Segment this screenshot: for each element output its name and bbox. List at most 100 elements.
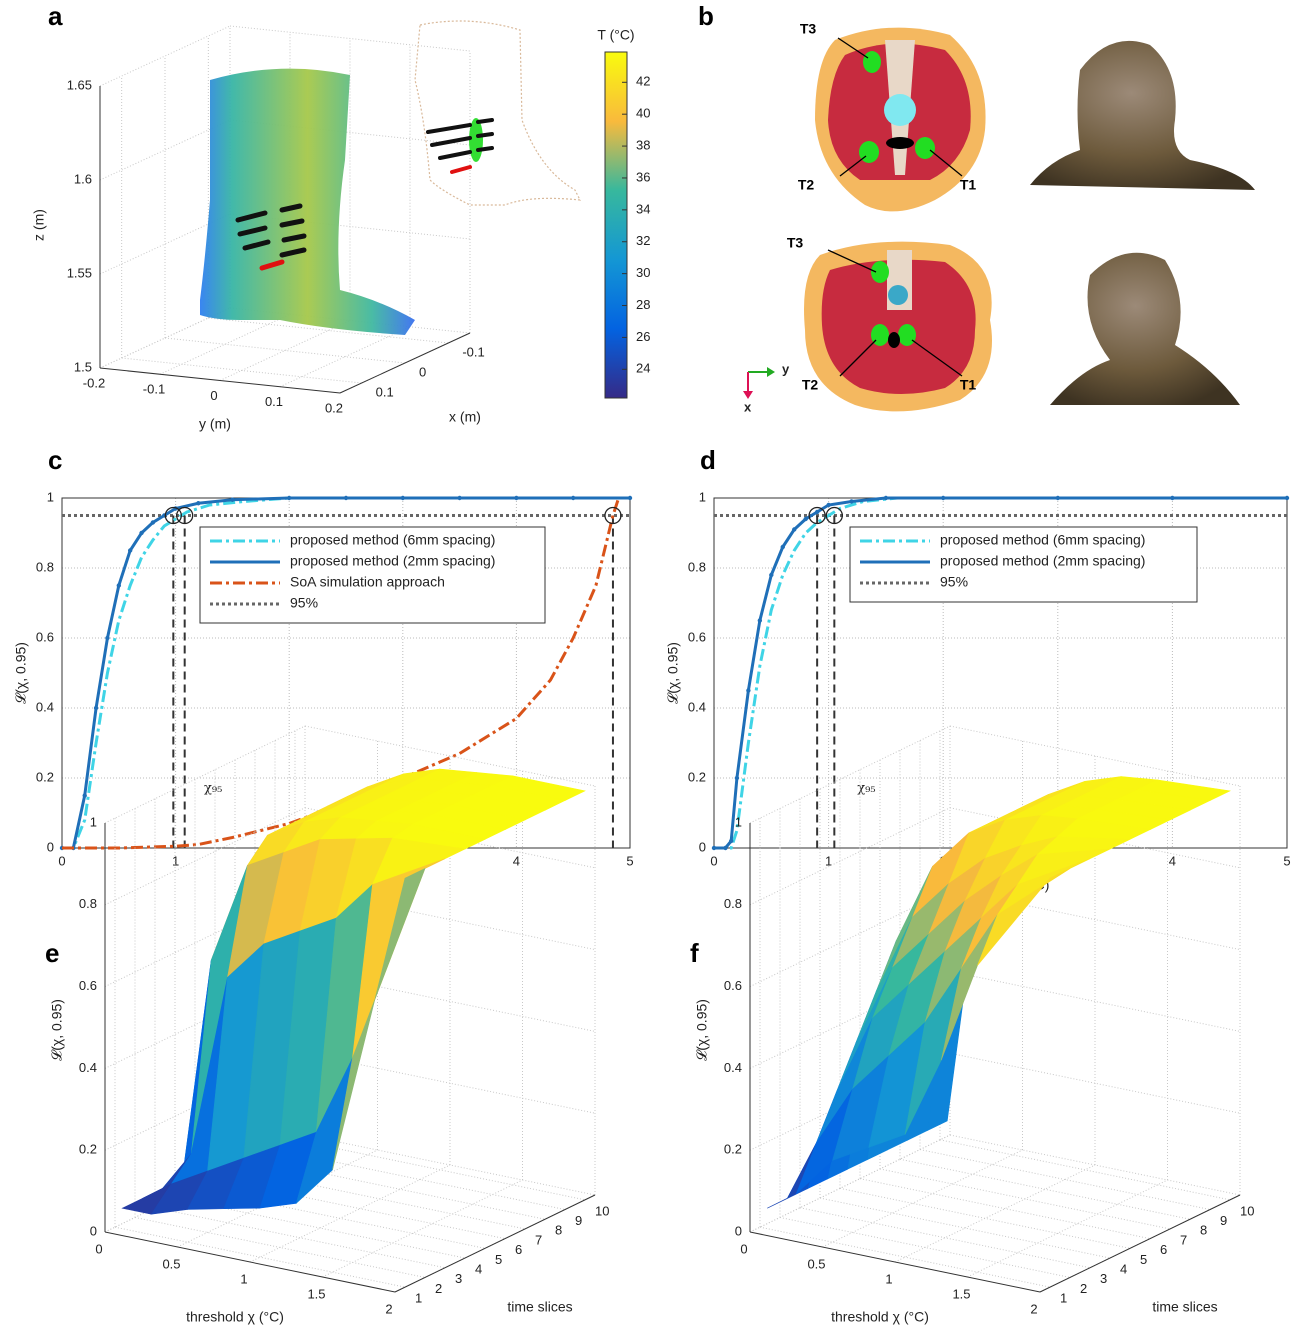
- y-axis-label: time slices: [1152, 1299, 1217, 1315]
- z-tick-label: 0.6: [724, 978, 742, 993]
- y-tick-label: 0.4: [688, 699, 706, 714]
- z-tick-label: 1.6: [74, 171, 92, 186]
- colorbar-tick-label: 34: [636, 201, 650, 216]
- y-tick-label: 0.2: [36, 769, 54, 784]
- panel-letter: f: [690, 938, 699, 968]
- series-marker: [83, 793, 87, 797]
- series-marker: [1056, 496, 1060, 500]
- x-tick-label: 4: [1169, 853, 1176, 868]
- tumor-label: T2: [798, 177, 815, 193]
- y-tick-label: 1: [415, 1291, 422, 1306]
- x-axis-label: threshold χ (°C): [186, 1309, 284, 1325]
- x-tick-label: 1.5: [952, 1286, 970, 1301]
- y-tick-label: 2: [1080, 1281, 1087, 1296]
- y-tick-label: 10: [595, 1203, 609, 1218]
- y-tick-label: 0.2: [325, 400, 343, 415]
- x-tick-label: 0: [58, 853, 65, 868]
- grid-line: [800, 1208, 1090, 1268]
- series-marker: [230, 498, 234, 502]
- axis-line: [395, 1195, 595, 1292]
- series-marker: [151, 520, 155, 524]
- x-tick-label: 0.5: [807, 1256, 825, 1271]
- y-tick-label: 0.8: [36, 559, 54, 574]
- mesh-model: [415, 21, 580, 205]
- y-tick-label: 4: [475, 1261, 482, 1276]
- x-tick-label: 5: [1283, 853, 1290, 868]
- y-axis-label: y (m): [199, 416, 231, 432]
- series-marker: [196, 501, 200, 505]
- y-tick-label: 0: [210, 388, 217, 403]
- y-tick-label: 3: [1100, 1271, 1107, 1286]
- series-marker: [712, 846, 716, 850]
- tumor-label: T3: [800, 21, 817, 37]
- series-marker: [826, 503, 830, 507]
- legend-label: 95%: [290, 595, 318, 611]
- z-tick-label: 0.4: [79, 1060, 97, 1075]
- z-axis-label: z (m): [31, 209, 47, 241]
- x-tick-label: 0.1: [376, 384, 394, 399]
- x-tick-label: 1: [240, 1271, 247, 1286]
- tumor-label: T2: [802, 377, 819, 393]
- colorbar-label: T (°C): [597, 27, 634, 43]
- y-tick-label: -0.2: [83, 375, 105, 390]
- z-tick-label: 0: [735, 1223, 742, 1238]
- z-tick-label: 1.55: [67, 265, 92, 280]
- x-tick-label: 1.5: [307, 1286, 325, 1301]
- grid-line: [115, 1227, 405, 1287]
- z-tick-label: 0.2: [79, 1142, 97, 1157]
- series-marker: [94, 706, 98, 710]
- series-marker: [735, 776, 739, 780]
- axis-line: [100, 368, 340, 393]
- neck-model: [200, 69, 415, 335]
- y-tick-label: 8: [555, 1223, 562, 1238]
- axis-line: [1040, 1195, 1240, 1292]
- y-tick-label: 5: [495, 1252, 502, 1267]
- y-tick-label: 2: [435, 1281, 442, 1296]
- z-tick-label: 0: [90, 1223, 97, 1238]
- z-tick-label: 0.2: [724, 1142, 742, 1157]
- series-marker: [803, 517, 807, 521]
- x-axis-label: x (m): [449, 409, 481, 425]
- series-marker: [139, 531, 143, 535]
- panel-b-art: [743, 28, 1255, 412]
- x-tick-label: 1: [172, 853, 179, 868]
- series-marker: [849, 499, 853, 503]
- series-marker: [941, 496, 945, 500]
- x-tick-label: 4: [513, 853, 520, 868]
- y-tick-label: 0: [699, 839, 706, 854]
- y-tick-label: 10: [1240, 1203, 1254, 1218]
- grid-line: [950, 971, 1240, 1031]
- y-tick-label: 0.6: [36, 629, 54, 644]
- colorbar-tick-label: 42: [636, 74, 650, 89]
- y-axis-label: 𝓛(χ, 0.95): [13, 642, 29, 704]
- series-marker: [344, 496, 348, 500]
- z-tick-label: 1: [90, 814, 97, 829]
- x-tick-label: 0: [740, 1241, 747, 1256]
- legend-label: proposed method (2mm spacing): [940, 553, 1145, 569]
- grid-line: [165, 338, 405, 363]
- y-tick-label: 0.2: [688, 769, 706, 784]
- series-marker: [1170, 496, 1174, 500]
- panel-letter: b: [698, 1, 714, 31]
- series-marker: [729, 839, 733, 843]
- z-tick-label: 0.8: [724, 896, 742, 911]
- x-tick-label: 0: [419, 364, 426, 379]
- panel-letter: e: [45, 938, 59, 968]
- colorbar: [605, 52, 627, 398]
- z-tick-label: 1: [735, 814, 742, 829]
- y-tick-label: 6: [1160, 1242, 1167, 1257]
- panel-a-art: [200, 21, 580, 335]
- x-tick-label: 0: [710, 853, 717, 868]
- x-tick-label: 0: [95, 1241, 102, 1256]
- series-marker: [401, 496, 405, 500]
- y-tick-label: 1: [1060, 1291, 1067, 1306]
- panel-letter: d: [700, 445, 716, 475]
- colorbar-tick-label: 28: [636, 297, 650, 312]
- legend-label: proposed method (6mm spacing): [940, 532, 1145, 548]
- series-marker: [514, 496, 518, 500]
- page: {"chart_data": [ {"type": "body3d", "pan…: [0, 0, 1298, 1332]
- axis-line: [340, 333, 470, 393]
- grid-line: [155, 1208, 445, 1268]
- y-tick-label: 0.8: [688, 559, 706, 574]
- y-tick-label: 1: [699, 489, 706, 504]
